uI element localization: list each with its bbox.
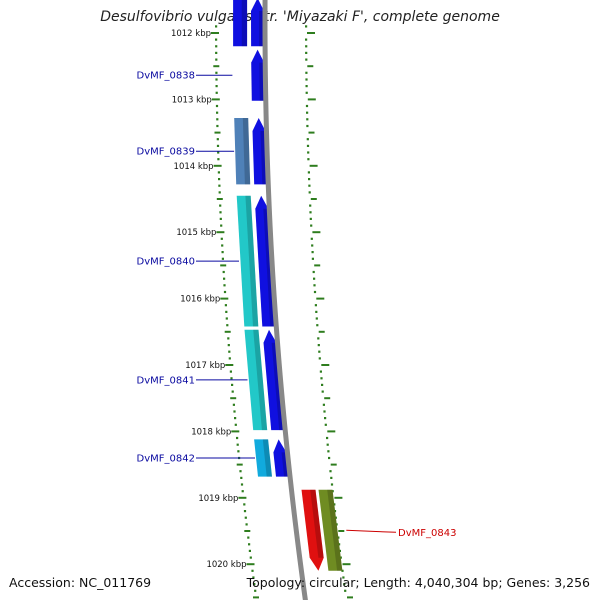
- cog-category-block: [254, 439, 272, 477]
- scale-tick-label: 1013 kbp: [172, 95, 212, 105]
- cog-category-block-shade: [245, 195, 259, 327]
- scale-tick-label: 1018 kbp: [191, 427, 231, 437]
- forward-cds-arrow: [252, 118, 268, 185]
- gene-label[interactable]: DvMF_0840: [137, 257, 195, 268]
- scale-tick-label: 1019 kbp: [198, 494, 238, 504]
- gene-label[interactable]: DvMF_0838: [137, 71, 195, 82]
- cog-category-block-shade: [262, 439, 272, 477]
- gene-label[interactable]: DvMF_0839: [137, 147, 195, 158]
- scale-tick-label: 1012 kbp: [171, 29, 211, 39]
- cog-category-block-shade: [327, 489, 343, 571]
- gene-label[interactable]: DvMF_0841: [137, 375, 195, 386]
- scale-labels: 1012 kbp 1013 kbp 1014 kbp 1015 kbp 1016 kbp…: [171, 29, 247, 570]
- reverse-cds-arrow-shade: [310, 489, 324, 558]
- scale-tick-label: 1020 kbp: [206, 560, 246, 570]
- genome-backbone: [262, 0, 308, 600]
- cog-category-block: [318, 489, 343, 571]
- accession-text: Accession: NC_011769: [9, 575, 152, 590]
- forward-cds-arrow: [263, 329, 285, 431]
- gene-labels: DvMF_0838 DvMF_0839 DvMF_0840 DvMF_0841 DvMF…: [137, 71, 457, 539]
- map-title: Desulfovibrio vulgaris str. 'Miyazaki F'…: [100, 9, 500, 25]
- cog-category-block: [236, 195, 259, 327]
- forward-cds-arrow: [251, 49, 265, 101]
- cog-category-block-shade: [242, 118, 251, 185]
- topology-text: Topology: circular; Length: 4,040,304 bp…: [246, 575, 590, 590]
- cog-category-block-shade: [241, 0, 248, 47]
- reverse-cds-arrow: [301, 489, 324, 571]
- cog-category-block: [233, 0, 248, 47]
- forward-cds-arrow: [251, 0, 265, 47]
- scale-tick-label: 1015 kbp: [176, 228, 216, 238]
- tick-ring: [211, 25, 353, 599]
- cog-category-block: [234, 118, 251, 185]
- gene-label-leader: [346, 529, 397, 533]
- scale-tick-label: 1016 kbp: [180, 295, 220, 305]
- forward-cds-arrow: [255, 195, 276, 327]
- forward-cds-arrow: [273, 439, 289, 477]
- gene-label[interactable]: DvMF_0842: [137, 454, 195, 465]
- feature-ring: [233, 0, 343, 571]
- scale-tick-label: 1014 kbp: [174, 162, 214, 172]
- gene-label[interactable]: DvMF_0843: [398, 528, 456, 539]
- cog-category-block: [244, 329, 268, 431]
- cog-category-block-shade: [253, 329, 268, 431]
- scale-tick-label: 1017 kbp: [185, 361, 225, 371]
